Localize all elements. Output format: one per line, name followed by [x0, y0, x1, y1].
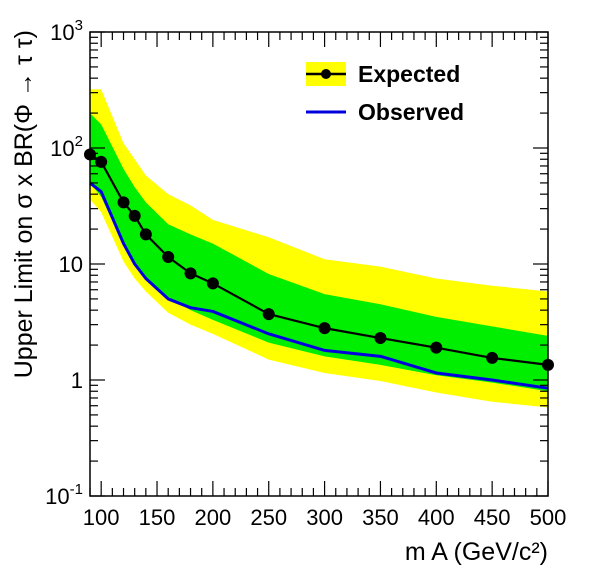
series-point-expected: [95, 155, 108, 168]
y-tick-label: 10: [59, 252, 83, 277]
series-point-expected: [374, 332, 387, 345]
series-point-expected: [206, 277, 219, 290]
series-point-expected: [318, 322, 331, 335]
y-tick-label: 102: [50, 133, 83, 161]
legend: Expected Observed: [306, 61, 464, 125]
x-tick-label: 350: [362, 505, 399, 530]
y-axis-title: Upper Limit on σ x BR(Φ → τ τ): [10, 30, 38, 378]
series-point-expected: [162, 250, 175, 263]
x-tick-label: 150: [139, 505, 176, 530]
series-point-expected: [128, 209, 141, 222]
bands-layer: [90, 89, 548, 408]
series-point-expected: [184, 267, 197, 280]
series-point-expected: [139, 228, 152, 241]
x-tick-label: 200: [195, 505, 232, 530]
x-tick-label: 300: [306, 505, 343, 530]
axis-ticks: [89, 31, 549, 497]
series-point-expected: [262, 308, 275, 321]
x-tick-label: 450: [474, 505, 511, 530]
band-1sigma: [90, 113, 548, 392]
series-point-expected: [486, 351, 499, 364]
y-tick-label: 10-1: [45, 481, 83, 509]
legend-expected-marker: [321, 69, 331, 79]
x-tick-label: 100: [83, 505, 120, 530]
y-tick-label: 1: [71, 368, 83, 393]
x-tick-label: 250: [250, 505, 287, 530]
lines-layer: [84, 148, 554, 390]
legend-observed-label: Observed: [358, 99, 464, 125]
tick-labels: 100 150 200 250 300 350 400 450 500 10-1 1 10 102 103: [45, 17, 566, 530]
x-tick-label: 500: [530, 505, 567, 530]
legend-expected-label: Expected: [358, 61, 460, 87]
series-line-observed: [89, 181, 549, 390]
series-point-expected: [117, 196, 130, 209]
x-axis-title: m A (GeV/c²): [405, 538, 548, 566]
series-point-expected: [430, 341, 443, 354]
x-tick-label: 400: [418, 505, 455, 530]
y-tick-label: 103: [50, 17, 83, 45]
